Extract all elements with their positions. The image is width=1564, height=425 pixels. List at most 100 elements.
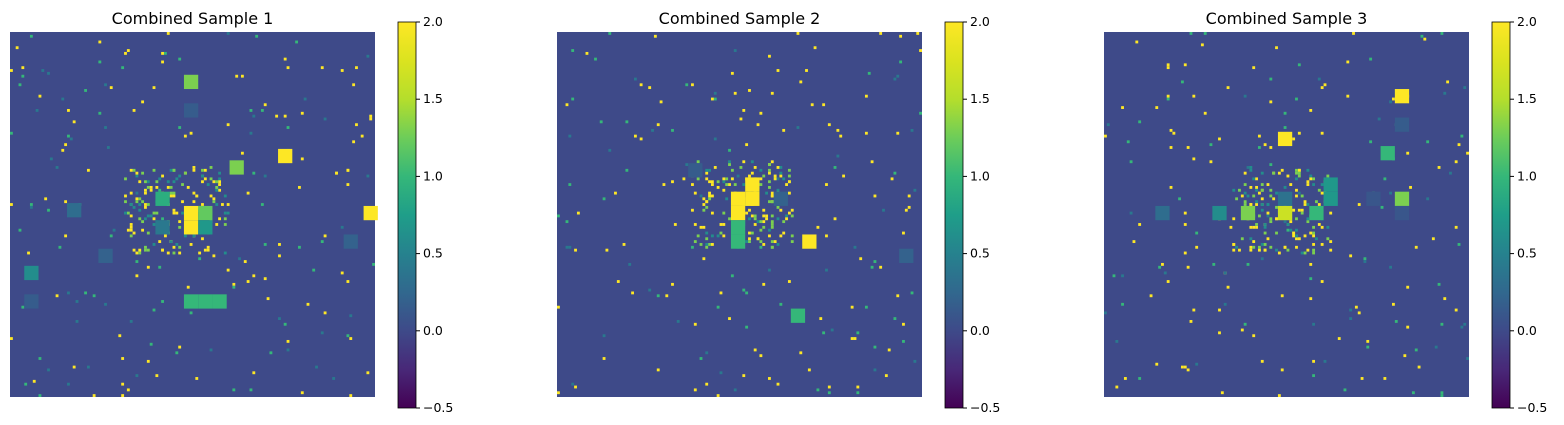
- heatmap-cell: [47, 208, 50, 212]
- heatmap-cell: [1454, 160, 1458, 164]
- heatmap-cell: [15, 46, 19, 50]
- heatmap-cell: [1272, 171, 1276, 175]
- heatmap-cell: [1423, 37, 1427, 41]
- heatmap-cell: [728, 217, 731, 221]
- heatmap-cell: [705, 237, 709, 241]
- heatmap-cell: [126, 388, 130, 392]
- heatmap-cell: [1380, 205, 1384, 209]
- heatmap-cell: [1454, 225, 1458, 229]
- heatmap-cell: [733, 91, 737, 95]
- heatmap-cell: [232, 285, 236, 289]
- heatmap-cell: [215, 223, 219, 226]
- heatmap-cell: [144, 188, 147, 192]
- heatmap-cell: [691, 208, 694, 212]
- heatmap-cell: [648, 288, 652, 292]
- heatmap-cell: [693, 240, 697, 244]
- heatmap-cell: [899, 60, 903, 64]
- heatmap-cell: [172, 245, 176, 249]
- heatmap-cell: [907, 194, 911, 198]
- heatmap-cell: [719, 371, 723, 375]
- colorbar-tick: 2.0: [1517, 14, 1537, 29]
- heatmap-cell: [269, 351, 273, 355]
- heatmap-cell: [753, 217, 757, 221]
- heatmap-cell: [155, 180, 159, 184]
- heatmap-cell: [1466, 357, 1469, 360]
- heatmap-cell: [252, 171, 256, 175]
- colorbar-tick: −0.5: [970, 400, 1000, 415]
- colorbar-3-ticks: 2.0 1.5 1.0 0.5 0.0 −0.5: [1510, 14, 1547, 415]
- heatmap-cell: [1383, 377, 1387, 380]
- heatmap-cell: [696, 234, 700, 238]
- heatmap-cell: [55, 294, 59, 298]
- heatmap-cell: [166, 185, 170, 189]
- heatmap-cell: [1389, 191, 1393, 195]
- heatmap-cell: [129, 214, 133, 218]
- heatmap-cell: [135, 251, 139, 255]
- heatmap-cell: [722, 211, 726, 215]
- heatmap-cell: [178, 57, 182, 61]
- heatmap-cell: [748, 240, 751, 244]
- heatmap-cell: [215, 188, 219, 192]
- heatmap-cell: [1243, 203, 1247, 206]
- heatmap-cell: [144, 248, 147, 252]
- colorbar-tick: 1.5: [423, 91, 443, 106]
- heatmap-cell: [745, 325, 749, 329]
- heatmap-cell: [109, 234, 113, 238]
- heatmap-cell: [1289, 183, 1293, 186]
- heatmap-cell: [839, 134, 843, 138]
- heatmap-cell: [1249, 168, 1253, 172]
- heatmap-cell: [768, 377, 771, 380]
- heatmap-cell: [129, 223, 133, 226]
- heatmap-cell: [172, 168, 176, 172]
- heatmap-cell: [887, 348, 891, 352]
- heatmap-cell: [1360, 377, 1364, 380]
- heatmap-cell: [169, 194, 173, 198]
- heatmap-cell: [209, 348, 213, 352]
- heatmap-cell: [1263, 143, 1267, 147]
- heatmap-cell: [1317, 223, 1321, 226]
- heatmap-cell: [653, 34, 657, 38]
- heatmap-cell: [189, 243, 193, 246]
- heatmap-cell: [67, 108, 70, 112]
- heatmap-cell: [181, 211, 184, 215]
- heatmap-cell: [759, 111, 763, 115]
- heatmap-cell: [873, 345, 877, 349]
- heatmap-block: [198, 220, 213, 235]
- heatmap-cell: [201, 180, 204, 184]
- heatmap-cell: [1255, 188, 1258, 192]
- colorbar-1: [398, 22, 416, 408]
- heatmap-cell: [323, 234, 327, 238]
- heatmap-cell: [1266, 183, 1270, 186]
- heatmap-cell: [352, 140, 356, 144]
- heatmap-cell: [126, 228, 130, 232]
- colorbar-2: [945, 22, 963, 408]
- heatmap-cell: [1240, 194, 1244, 198]
- heatmap-cell: [178, 174, 182, 178]
- heatmap-cell: [192, 168, 196, 172]
- heatmap-cell: [768, 168, 771, 172]
- heatmap-cell: [827, 385, 831, 389]
- heatmap-cell: [776, 69, 780, 72]
- heatmap-cell: [1320, 280, 1324, 283]
- heatmap-cell: [1104, 134, 1107, 138]
- heatmap-block: [1394, 191, 1410, 206]
- heatmap-cell: [161, 300, 164, 303]
- heatmap-cell: [713, 97, 717, 101]
- heatmap-cell: [913, 188, 917, 192]
- heatmap-cell: [1346, 94, 1350, 98]
- heatmap-cell: [722, 177, 726, 181]
- heatmap-cell: [728, 183, 731, 186]
- heatmap-cell: [779, 302, 783, 306]
- heatmap-cell: [776, 382, 780, 386]
- heatmap-cell: [158, 240, 162, 244]
- heatmap-cell: [1297, 174, 1301, 178]
- heatmap-cell: [628, 262, 632, 266]
- heatmap-cell: [762, 208, 766, 212]
- heatmap-cell: [155, 185, 159, 189]
- heatmap-cell: [300, 111, 304, 115]
- heatmap-block: [1309, 205, 1324, 221]
- heatmap-cell: [708, 197, 711, 201]
- heatmap-cell: [705, 205, 709, 209]
- heatmap-cell: [762, 220, 766, 224]
- heatmap-cell: [38, 94, 42, 98]
